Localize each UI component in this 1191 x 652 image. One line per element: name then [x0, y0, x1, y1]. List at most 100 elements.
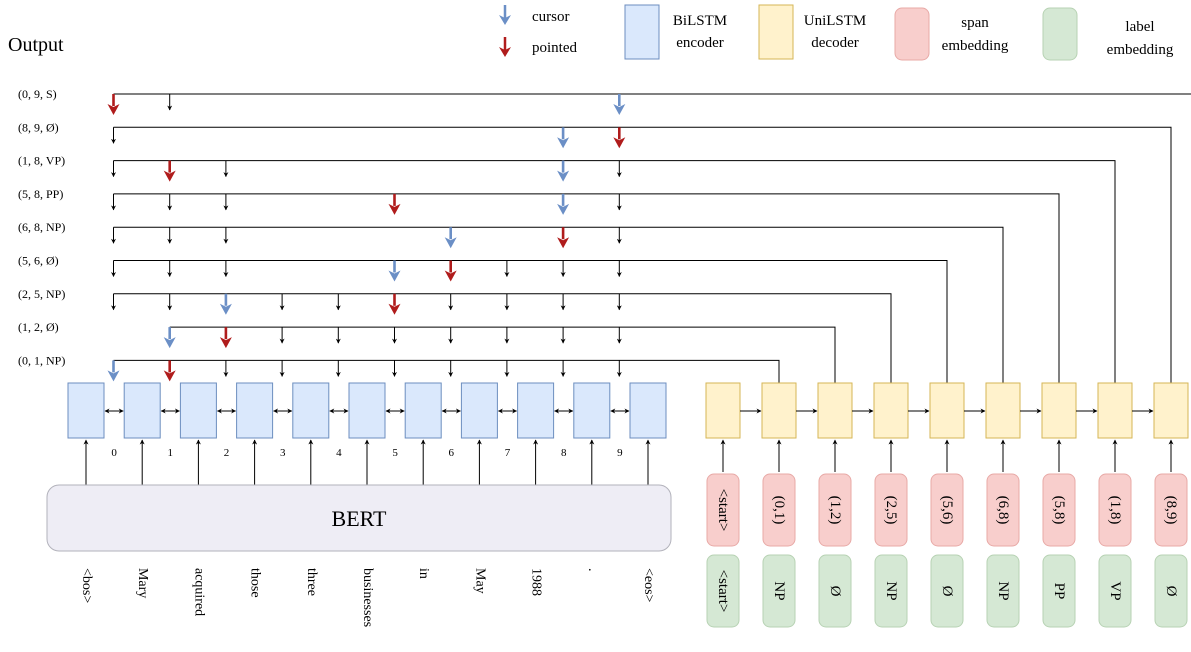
span-embedding-text: (0,1) [771, 496, 787, 525]
input-word: those [248, 568, 263, 598]
output-row [111, 293, 892, 383]
legend-bilstm-line1: BiLSTM [673, 13, 727, 29]
unilstm-cell [1153, 382, 1189, 439]
boundary-index: 9 [617, 447, 623, 459]
bilstm-cell [517, 382, 555, 439]
output-row [111, 260, 948, 383]
cursor-arrow-icon [107, 360, 120, 382]
pointed-arrow-icon [388, 193, 401, 215]
output-row-label: (8, 9, Ø) [18, 120, 59, 134]
label-embedding-box [706, 554, 740, 628]
span-embeddings: <start> (0,1) (1,2) (2,5) (5,6) (6,8) (5,8) (1,… [706, 473, 1188, 547]
label-embedding-text: <start> [715, 570, 731, 613]
label-embedding-box [1042, 554, 1076, 628]
pointed-arrow-icon [388, 293, 401, 315]
legend-unilstm-line1: UniLSTM [804, 13, 867, 29]
unilstm-cell [817, 382, 853, 439]
span-embedding-text: (1,8) [1107, 496, 1123, 525]
row-connector-line [113, 359, 780, 383]
label-embedding-text: Ø [827, 586, 843, 597]
boundary-index: 8 [561, 447, 567, 459]
row-connector-line [113, 226, 1004, 383]
label-embedding-box [1154, 554, 1188, 628]
output-row [111, 126, 1172, 383]
label-embedding-box [1098, 554, 1132, 628]
row-connector-line [113, 293, 892, 383]
cursor-arrow-icon [557, 127, 570, 149]
unilstm-cell [929, 382, 965, 439]
legend-span-swatch [894, 7, 930, 61]
input-word: . [585, 568, 600, 572]
cursor-arrow-icon [388, 260, 401, 282]
input-words: <bos> Mary acquired those three businesses in M… [79, 568, 656, 627]
pointed-arrow-icon [613, 127, 626, 149]
pointed-arrow-icon [219, 327, 232, 349]
bilstm-cell [404, 382, 442, 439]
span-embedding-text: (5,6) [939, 496, 955, 525]
boundary-index: 3 [280, 447, 286, 459]
input-word: three [304, 568, 319, 596]
output-title: Output [8, 34, 64, 56]
cursor-arrow-icon [444, 227, 457, 249]
span-embedding-box [986, 473, 1020, 547]
bert-label: BERT [332, 506, 387, 531]
bilstm-cell [348, 382, 386, 439]
output-row-labels: (0, 9, S) (8, 9, Ø) (1, 8, VP) (5, 8, PP) (6… [18, 87, 65, 367]
boundary-index: 5 [392, 447, 398, 459]
label-embedding-text: PP [1051, 583, 1067, 600]
bert-box [46, 484, 672, 552]
span-embedding-box [1098, 473, 1132, 547]
label-embedding-box [986, 554, 1020, 628]
cursor-arrow-icon [163, 327, 176, 349]
output-row-label: (0, 1, NP) [18, 353, 65, 367]
label-embedding-text: NP [771, 581, 787, 600]
boundary-index: 6 [449, 447, 455, 459]
boundary-index: 2 [224, 447, 230, 459]
span-embedding-box [930, 473, 964, 547]
cursor-arrow-icon [219, 293, 232, 315]
label-embeddings: <start> NP Ø NP Ø NP PP VP Ø [706, 554, 1188, 628]
span-embedding-box [874, 473, 908, 547]
cursor-arrow-icon [557, 193, 570, 215]
input-word: businesses [360, 568, 375, 627]
legend-unilstm-swatch [758, 4, 794, 60]
label-embedding-box [818, 554, 852, 628]
pointed-arrow-icon [163, 360, 176, 382]
span-embedding-box [1154, 473, 1188, 547]
label-embedding-box [874, 554, 908, 628]
bilstm-cell [123, 382, 161, 439]
output-row [111, 193, 1060, 383]
bilstm-cell [292, 382, 330, 439]
output-row-label: (0, 9, S) [18, 87, 57, 101]
input-word: May [472, 568, 487, 594]
pointed-arrow-icon [557, 227, 570, 249]
span-embedding-text: (5,8) [1051, 496, 1067, 525]
pointed-arrow-icon [163, 160, 176, 182]
span-embedding-text: (8,9) [1163, 496, 1179, 525]
row-connector-line [113, 260, 948, 383]
legend: cursor pointed BiLSTM encoder UniLSTM de… [499, 4, 1174, 61]
output-row [111, 226, 1004, 383]
pointed-arrow-icon [444, 260, 457, 282]
output-rows [107, 93, 1191, 383]
span-embedding-text: (6,8) [995, 496, 1011, 525]
row-connector-line [113, 126, 1172, 383]
output-row [111, 160, 1116, 383]
span-embedding-box [1042, 473, 1076, 547]
label-embedding-text: Ø [1163, 586, 1179, 597]
row-connector-line [113, 160, 1116, 383]
cursor-arrow-icon [613, 94, 626, 115]
legend-pointed-label: pointed [532, 40, 577, 56]
row-connector-line [169, 326, 836, 383]
bilstm-cell [460, 382, 498, 439]
output-row [107, 359, 780, 383]
bilstm-cell [67, 382, 105, 439]
input-word: <eos> [641, 568, 656, 603]
label-embedding-text: NP [883, 581, 899, 600]
unilstm-cell [761, 382, 797, 439]
output-row-label: (5, 8, PP) [18, 187, 63, 201]
unilstm-cell [1041, 382, 1077, 439]
legend-pointed-arrow-icon [499, 37, 511, 57]
bilstm-cell [236, 382, 274, 439]
